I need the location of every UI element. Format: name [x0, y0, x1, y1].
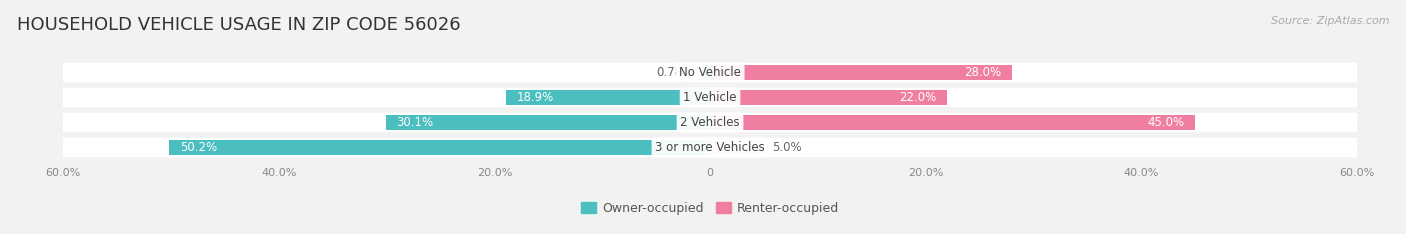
Bar — [702, 65, 710, 80]
Text: 28.0%: 28.0% — [965, 66, 1001, 79]
Bar — [710, 115, 1195, 130]
Text: 18.9%: 18.9% — [517, 91, 554, 104]
Text: 5.0%: 5.0% — [772, 141, 803, 154]
Text: 0.78%: 0.78% — [655, 66, 693, 79]
Text: No Vehicle: No Vehicle — [679, 66, 741, 79]
Bar — [169, 140, 710, 155]
Text: 1 Vehicle: 1 Vehicle — [683, 91, 737, 104]
Bar — [385, 115, 710, 130]
Text: 2 Vehicles: 2 Vehicles — [681, 116, 740, 129]
Text: HOUSEHOLD VEHICLE USAGE IN ZIP CODE 56026: HOUSEHOLD VEHICLE USAGE IN ZIP CODE 5602… — [17, 16, 461, 34]
Bar — [506, 90, 710, 105]
Text: 50.2%: 50.2% — [180, 141, 217, 154]
Bar — [710, 90, 948, 105]
Legend: Owner-occupied, Renter-occupied: Owner-occupied, Renter-occupied — [575, 197, 845, 220]
FancyBboxPatch shape — [52, 138, 1368, 157]
Bar — [710, 65, 1012, 80]
Text: 45.0%: 45.0% — [1147, 116, 1184, 129]
FancyBboxPatch shape — [52, 63, 1368, 82]
Text: Source: ZipAtlas.com: Source: ZipAtlas.com — [1271, 16, 1389, 26]
Text: 22.0%: 22.0% — [900, 91, 936, 104]
Text: 3 or more Vehicles: 3 or more Vehicles — [655, 141, 765, 154]
Bar — [710, 140, 763, 155]
FancyBboxPatch shape — [52, 113, 1368, 132]
Text: 30.1%: 30.1% — [396, 116, 433, 129]
FancyBboxPatch shape — [52, 88, 1368, 107]
